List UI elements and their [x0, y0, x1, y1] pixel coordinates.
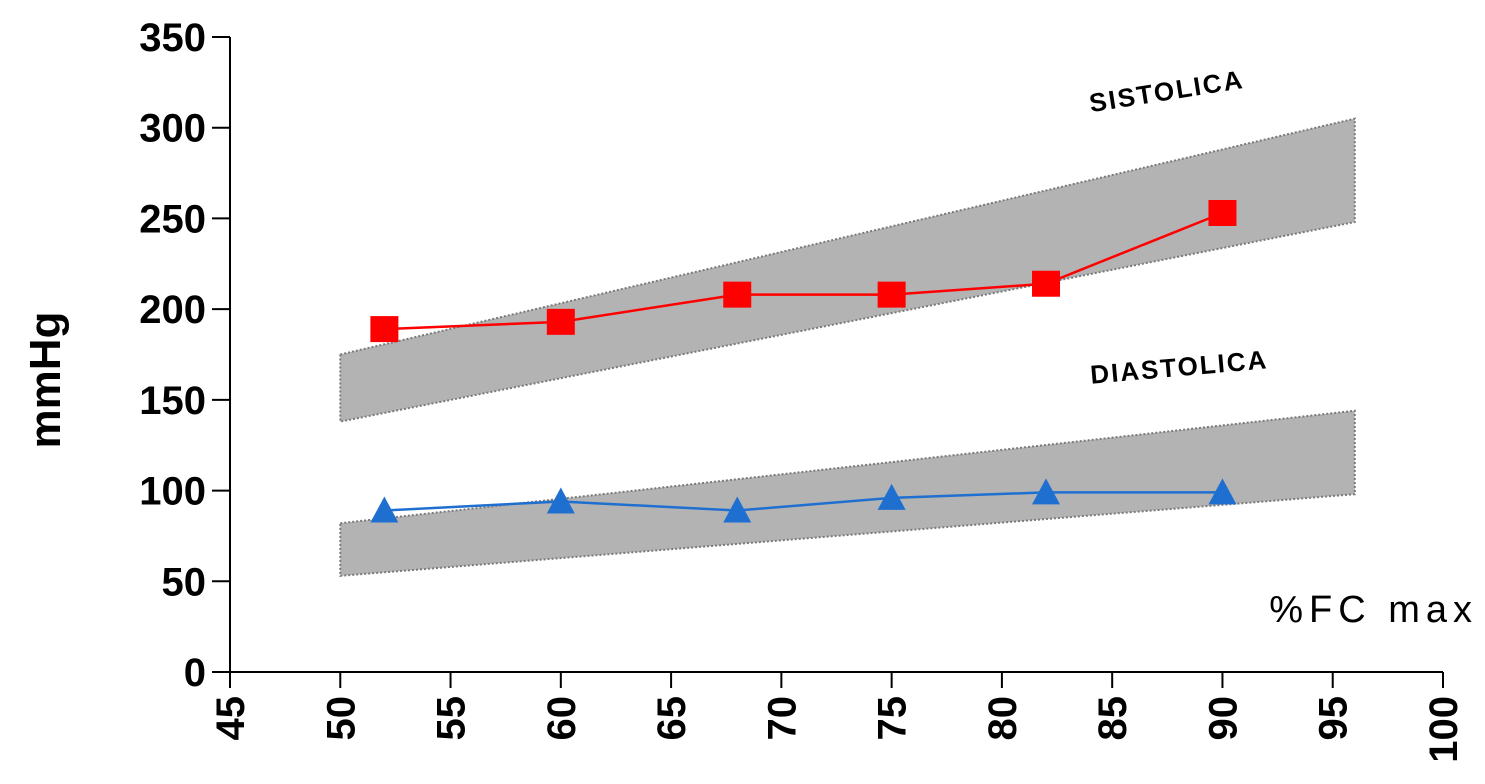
x-tick-label: 75 [871, 696, 915, 741]
y-axis-label: mmHg [21, 312, 70, 449]
axes [229, 37, 1443, 673]
y-ticks: 0 50 100 150 200 250 300 350 [139, 16, 230, 695]
x-axis-label: %FC max [1269, 589, 1478, 631]
x-tick-label: 95 [1312, 696, 1356, 741]
y-tick-label: 100 [139, 470, 206, 514]
x-tick-label: 90 [1201, 696, 1245, 741]
y-tick-label: 250 [139, 197, 206, 241]
x-tick-label: 50 [319, 696, 363, 741]
series-line-1 [384, 211, 1223, 331]
data-point [1032, 270, 1061, 297]
x-tick-label: 45 [209, 696, 253, 741]
data-point [877, 281, 906, 308]
x-tick-label: 55 [430, 696, 474, 741]
y-tick-label: 0 [184, 651, 206, 695]
data-point [723, 281, 752, 308]
y-tick-label: 300 [139, 107, 206, 151]
data-point [370, 496, 399, 523]
series [370, 199, 1237, 523]
data-point [1208, 199, 1237, 226]
data-point [877, 483, 906, 510]
y-tick-label: 150 [139, 379, 206, 423]
range-bands [339, 117, 1356, 577]
x-tick-label: 85 [1091, 696, 1135, 741]
y-tick-label: 350 [139, 16, 206, 60]
y-tick-label: 200 [139, 288, 206, 332]
x-tick-label: 100 [1422, 696, 1466, 763]
data-point [723, 496, 752, 523]
x-tick-label: 80 [981, 696, 1025, 741]
band-label-sistolica: SISTOLICA [1087, 64, 1246, 118]
band-label-diastolica: DIASTOLICA [1089, 344, 1269, 389]
data-point [1032, 478, 1061, 505]
series-line-2 [384, 491, 1223, 512]
range-band-1 [339, 117, 1356, 423]
data-point [370, 316, 399, 343]
x-tick-label: 65 [650, 696, 694, 741]
data-point [1208, 478, 1237, 505]
data-point [546, 308, 575, 335]
data-point [546, 487, 575, 514]
y-tick-label: 50 [162, 560, 207, 604]
x-tick-label: 70 [760, 696, 804, 741]
range-band-2 [339, 409, 1356, 577]
x-ticks: 45 50 55 60 65 70 75 80 85 90 95 100 [209, 672, 1466, 763]
x-tick-label: 60 [540, 696, 584, 741]
